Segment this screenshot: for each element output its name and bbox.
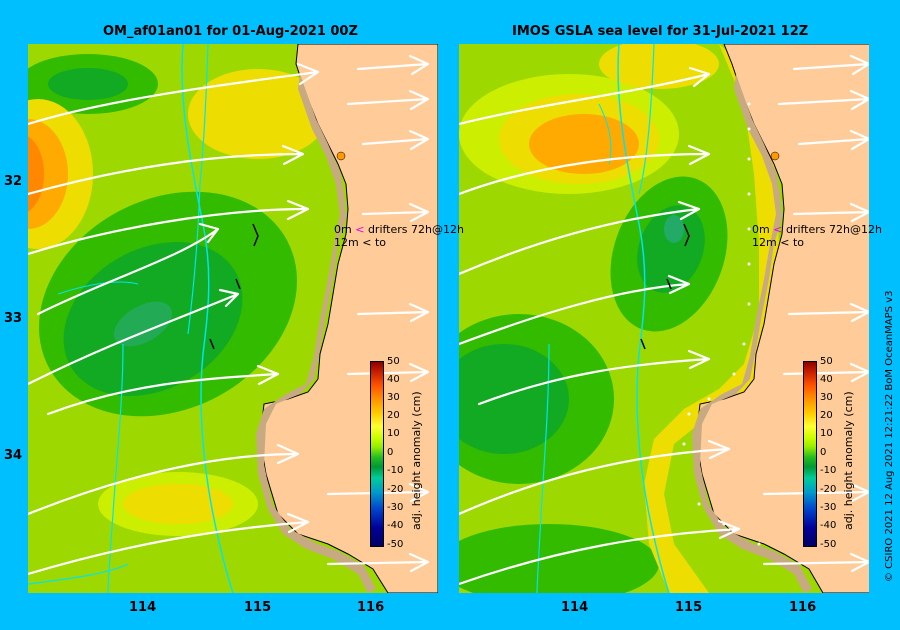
current-arrows	[459, 54, 869, 586]
colorbar-tick: 0	[820, 447, 827, 458]
right-drifter-legend: 0m < drifters 72h@12h 12m < to	[752, 223, 882, 249]
isobath-line	[107, 343, 124, 593]
left-colorbar-label: adj. height anomaly (cm)	[410, 391, 423, 530]
left-colorbar	[370, 361, 384, 547]
legend-text: to	[374, 236, 386, 249]
colorbar-tick: 0	[387, 447, 394, 458]
colorbar-tick: 40	[387, 374, 400, 385]
colorbar-tick: -20	[387, 484, 404, 495]
ssh-contour-low	[459, 344, 569, 454]
ssh-contour-low	[48, 68, 128, 100]
colorbar-tick: -40	[387, 520, 404, 531]
right-map-panel[interactable]	[459, 44, 869, 593]
colorbar-tick: -50	[387, 539, 404, 550]
ssh-contour-high	[28, 119, 68, 229]
colorbar-tick: -30	[387, 502, 404, 513]
right-panel-title: IMOS GSLA sea level for 31-Jul-2021 12Z	[512, 24, 809, 39]
colorbar-tick: 20	[820, 410, 833, 421]
drifter-marker-icon: <	[773, 223, 783, 236]
colorbar-tick: -20	[820, 484, 837, 495]
drifter-marker-icon: <	[355, 223, 365, 236]
colorbar-tick: 50	[820, 356, 833, 367]
longitude-label: 116	[357, 600, 385, 615]
ssh-contour-high	[188, 69, 328, 159]
colorbar-tick: 30	[387, 392, 400, 403]
right-colorbar	[803, 361, 817, 547]
right-colorbar-label: adj. height anomaly (cm)	[842, 391, 855, 530]
isobath-line	[181, 44, 234, 593]
ssh-contour-low	[459, 524, 659, 593]
latitude-label: 34	[4, 448, 23, 463]
legend-text: to	[792, 236, 804, 249]
station-marker	[336, 151, 346, 161]
longitude-label: 114	[561, 600, 589, 615]
left-map-panel[interactable]	[28, 44, 438, 593]
drifter-tracks	[209, 223, 259, 350]
isobath-line	[638, 44, 655, 195]
land-mass	[695, 44, 869, 593]
longitude-label: 115	[244, 600, 272, 615]
ssh-contour-low	[113, 301, 173, 347]
observation-dots	[682, 102, 761, 546]
drifter-tracks	[640, 223, 690, 350]
isobath-line	[28, 563, 129, 585]
colorbar-tick: 40	[820, 374, 833, 385]
legend-text: drifters 72h@12h	[367, 223, 464, 236]
left-panel-title: OM_af01an01 for 01-Aug-2021 00Z	[103, 24, 358, 39]
isobath-line	[57, 281, 139, 295]
current-arrows	[28, 54, 430, 576]
colorbar-tick: 50	[387, 356, 400, 367]
colorbar-tick: -10	[387, 465, 404, 476]
station-marker	[770, 151, 780, 161]
latitude-label: 32	[4, 174, 23, 189]
legend-depth-label: 12m	[334, 236, 359, 249]
isobath-line	[536, 343, 550, 593]
longitude-label: 116	[789, 600, 817, 615]
legend-text: drifters 72h@12h	[785, 223, 882, 236]
legend-depth-label: 0m	[334, 223, 352, 236]
credit-text: © CSIRO 2021 12 Aug 2021 12:21:22 BoM Oc…	[884, 290, 895, 583]
ssh-contour-low	[637, 205, 705, 293]
ssh-contour-high	[123, 484, 233, 524]
ssh-contour-low	[664, 215, 684, 243]
colorbar-tick: 30	[820, 392, 833, 403]
colorbar-tick: -40	[820, 520, 837, 531]
legend-depth-label: 12m	[752, 236, 777, 249]
longitude-label: 114	[129, 600, 157, 615]
colorbar-tick: 10	[387, 428, 400, 439]
left-drifter-legend: 0m < drifters 72h@12h 12m < to	[334, 223, 464, 249]
longitude-label: 115	[675, 600, 703, 615]
latitude-label: 33	[4, 311, 23, 326]
colorbar-tick: -30	[820, 502, 837, 513]
legend-depth-label: 0m	[752, 223, 770, 236]
colorbar-tick: -50	[820, 539, 837, 550]
colorbar-tick: 20	[387, 410, 400, 421]
isobath-line	[187, 44, 209, 335]
colorbar-tick: 10	[820, 428, 833, 439]
land-mass	[259, 44, 438, 593]
colorbar-tick: -10	[820, 465, 837, 476]
ssh-contour-high	[529, 114, 639, 174]
